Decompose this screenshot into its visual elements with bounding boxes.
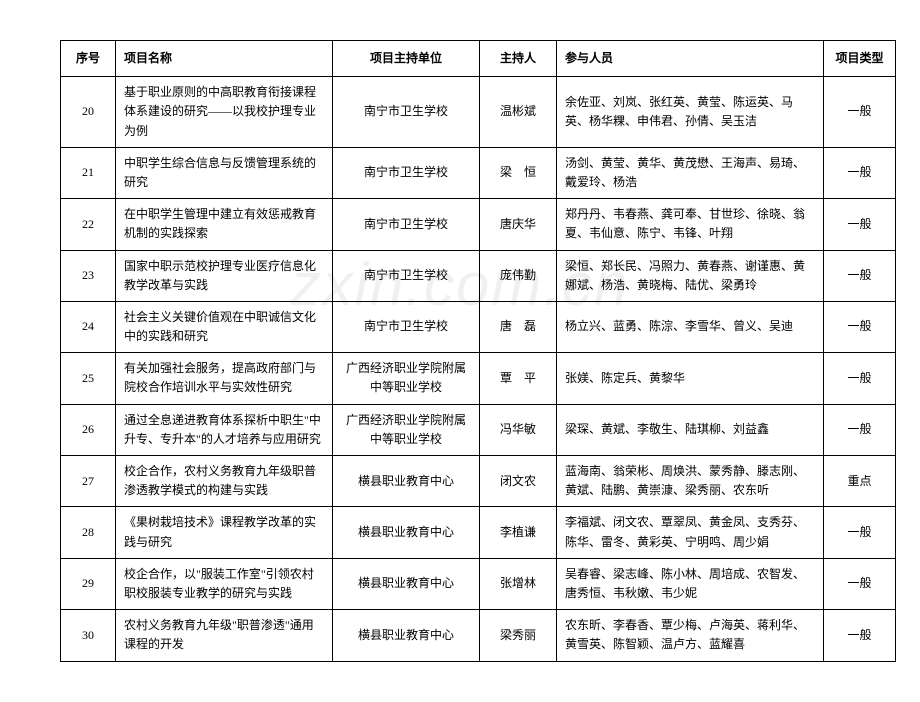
cell-people: 汤剑、黄莹、黄华、黄茂懋、王海声、易琦、戴爱玲、杨浩 [557, 147, 824, 198]
cell-host: 梁秀丽 [480, 610, 557, 661]
cell-host: 覃 平 [480, 353, 557, 404]
col-header-name: 项目名称 [116, 41, 333, 77]
cell-seq: 21 [61, 147, 116, 198]
table-row: 21中职学生综合信息与反馈管理系统的研究南宁市卫生学校梁 恒汤剑、黄莹、黄华、黄… [61, 147, 896, 198]
cell-name: 有关加强社会服务，提高政府部门与院校合作培训水平与实效性研究 [116, 353, 333, 404]
cell-host: 张增林 [480, 558, 557, 609]
cell-name: 农村义务教育九年级"职普渗透"通用课程的开发 [116, 610, 333, 661]
cell-type: 一般 [824, 250, 896, 301]
cell-unit: 南宁市卫生学校 [333, 199, 480, 250]
cell-name: 校企合作，农村义务教育九年级职普渗透教学模式的构建与实践 [116, 456, 333, 507]
cell-host: 李植谦 [480, 507, 557, 558]
cell-type: 一般 [824, 404, 896, 455]
cell-name: 社会主义关键价值观在中职诚信文化中的实践和研究 [116, 301, 333, 352]
table-row: 20基于职业原则的中高职教育衔接课程体系建设的研究——以我校护理专业为例南宁市卫… [61, 77, 896, 148]
col-header-type: 项目类型 [824, 41, 896, 77]
cell-unit: 广西经济职业学院附属中等职业学校 [333, 404, 480, 455]
table-row: 30农村义务教育九年级"职普渗透"通用课程的开发横县职业教育中心梁秀丽农东昕、李… [61, 610, 896, 661]
table-row: 28《果树栽培技术》课程教学改革的实践与研究横县职业教育中心李植谦李福斌、闭文农… [61, 507, 896, 558]
cell-seq: 29 [61, 558, 116, 609]
cell-unit: 横县职业教育中心 [333, 456, 480, 507]
table-row: 25有关加强社会服务，提高政府部门与院校合作培训水平与实效性研究广西经济职业学院… [61, 353, 896, 404]
cell-unit: 横县职业教育中心 [333, 610, 480, 661]
cell-seq: 20 [61, 77, 116, 148]
cell-unit: 横县职业教育中心 [333, 558, 480, 609]
cell-people: 蓝海南、翁荣彬、周焕洪、蒙秀静、滕志刚、黄斌、陆鹏、黄崇漮、梁秀丽、农东听 [557, 456, 824, 507]
cell-seq: 27 [61, 456, 116, 507]
cell-name: 通过全息递进教育体系探析中职生"中升专、专升本"的人才培养与应用研究 [116, 404, 333, 455]
cell-name: 中职学生综合信息与反馈管理系统的研究 [116, 147, 333, 198]
cell-unit: 南宁市卫生学校 [333, 301, 480, 352]
cell-seq: 24 [61, 301, 116, 352]
cell-name: 在中职学生管理中建立有效惩戒教育机制的实践探索 [116, 199, 333, 250]
cell-name: 《果树栽培技术》课程教学改革的实践与研究 [116, 507, 333, 558]
projects-table: 序号 项目名称 项目主持单位 主持人 参与人员 项目类型 20基于职业原则的中高… [60, 40, 896, 662]
cell-type: 重点 [824, 456, 896, 507]
cell-host: 温彬斌 [480, 77, 557, 148]
cell-seq: 26 [61, 404, 116, 455]
cell-people: 农东昕、李春香、覃少梅、卢海英、蒋利华、黄雪英、陈智颖、温卢方、蓝耀喜 [557, 610, 824, 661]
cell-people: 余佐亚、刘岚、张红英、黄莹、陈运英、马英、杨华粿、申伟君、孙倩、吴玉洁 [557, 77, 824, 148]
cell-people: 杨立兴、蓝勇、陈淙、李雪华、曾义、吴迪 [557, 301, 824, 352]
cell-unit: 横县职业教育中心 [333, 507, 480, 558]
col-header-host: 主持人 [480, 41, 557, 77]
cell-type: 一般 [824, 199, 896, 250]
cell-type: 一般 [824, 507, 896, 558]
cell-name: 校企合作，以"服装工作室"引领农村职校服装专业教学的研究与实践 [116, 558, 333, 609]
col-header-people: 参与人员 [557, 41, 824, 77]
cell-host: 梁 恒 [480, 147, 557, 198]
cell-name: 国家中职示范校护理专业医疗信息化教学改革与实践 [116, 250, 333, 301]
cell-unit: 南宁市卫生学校 [333, 147, 480, 198]
cell-type: 一般 [824, 77, 896, 148]
cell-type: 一般 [824, 610, 896, 661]
cell-type: 一般 [824, 558, 896, 609]
cell-seq: 28 [61, 507, 116, 558]
cell-people: 张媄、陈定兵、黄黎华 [557, 353, 824, 404]
table-row: 22在中职学生管理中建立有效惩戒教育机制的实践探索南宁市卫生学校唐庆华郑丹丹、韦… [61, 199, 896, 250]
table-row: 29校企合作，以"服装工作室"引领农村职校服装专业教学的研究与实践横县职业教育中… [61, 558, 896, 609]
cell-seq: 30 [61, 610, 116, 661]
cell-type: 一般 [824, 353, 896, 404]
cell-people: 李福斌、闭文农、覃翠凤、黄金凤、支秀芬、陈华、雷冬、黄彩英、宁明鸣、周少娟 [557, 507, 824, 558]
cell-unit: 南宁市卫生学校 [333, 250, 480, 301]
cell-seq: 25 [61, 353, 116, 404]
col-header-unit: 项目主持单位 [333, 41, 480, 77]
table-row: 27校企合作，农村义务教育九年级职普渗透教学模式的构建与实践横县职业教育中心闭文… [61, 456, 896, 507]
cell-unit: 广西经济职业学院附属中等职业学校 [333, 353, 480, 404]
cell-host: 唐庆华 [480, 199, 557, 250]
cell-people: 吴春睿、梁志峰、陈小林、周培成、农智发、唐秀恒、韦秋嫩、韦少妮 [557, 558, 824, 609]
cell-host: 闭文农 [480, 456, 557, 507]
cell-name: 基于职业原则的中高职教育衔接课程体系建设的研究——以我校护理专业为例 [116, 77, 333, 148]
cell-host: 唐 磊 [480, 301, 557, 352]
cell-host: 冯华敏 [480, 404, 557, 455]
cell-people: 郑丹丹、韦春燕、龚可奉、甘世珍、徐晓、翁夏、韦仙意、陈宁、韦锋、叶翔 [557, 199, 824, 250]
table-row: 26通过全息递进教育体系探析中职生"中升专、专升本"的人才培养与应用研究广西经济… [61, 404, 896, 455]
cell-type: 一般 [824, 147, 896, 198]
table-header-row: 序号 项目名称 项目主持单位 主持人 参与人员 项目类型 [61, 41, 896, 77]
cell-host: 庞伟勤 [480, 250, 557, 301]
table-row: 24社会主义关键价值观在中职诚信文化中的实践和研究南宁市卫生学校唐 磊杨立兴、蓝… [61, 301, 896, 352]
cell-people: 梁琛、黄斌、李敬生、陆琪柳、刘益鑫 [557, 404, 824, 455]
cell-people: 梁恒、郑长民、冯照力、黄春燕、谢谨惠、黄娜斌、杨浩、黄晓梅、陆优、梁勇玲 [557, 250, 824, 301]
cell-seq: 22 [61, 199, 116, 250]
cell-unit: 南宁市卫生学校 [333, 77, 480, 148]
cell-type: 一般 [824, 301, 896, 352]
cell-seq: 23 [61, 250, 116, 301]
col-header-seq: 序号 [61, 41, 116, 77]
table-row: 23国家中职示范校护理专业医疗信息化教学改革与实践南宁市卫生学校庞伟勤梁恒、郑长… [61, 250, 896, 301]
